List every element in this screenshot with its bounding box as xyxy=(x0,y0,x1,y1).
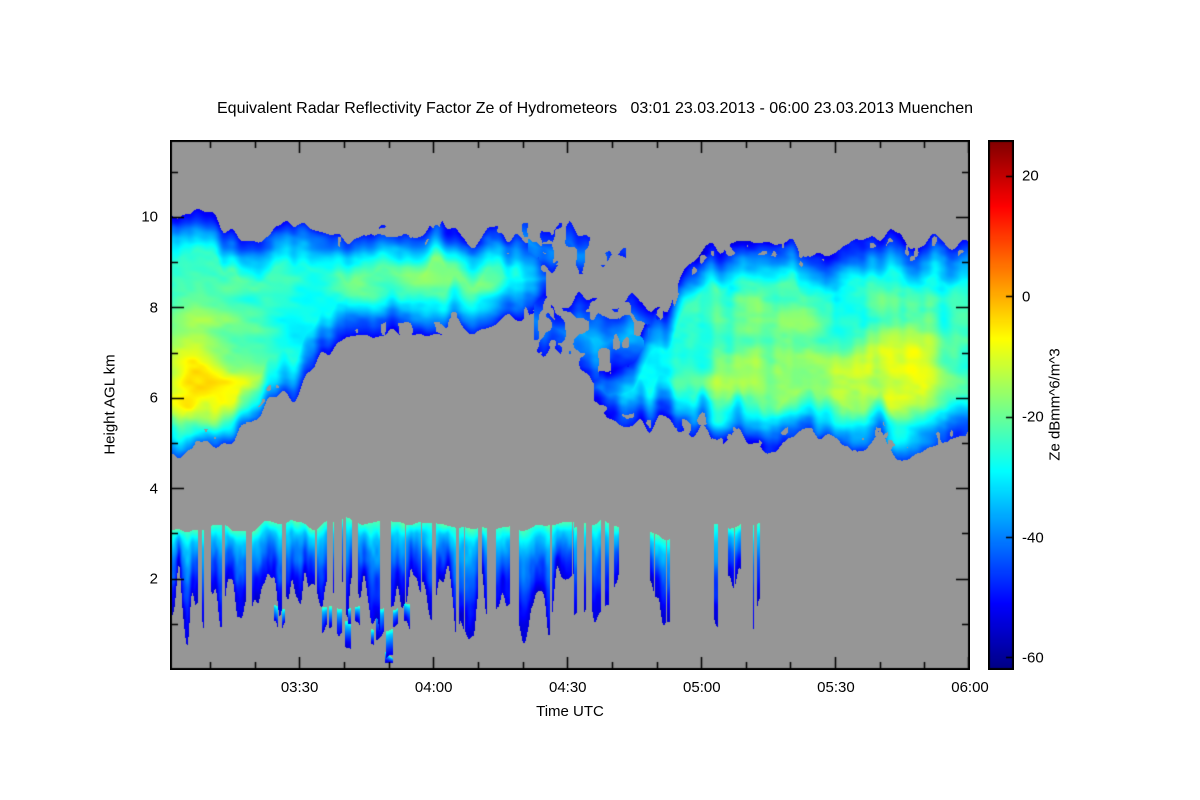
colorbar-tick-label: -20 xyxy=(1022,408,1044,426)
x-tick-label: 06:00 xyxy=(951,679,989,696)
y-tick-label: 10 xyxy=(141,208,158,226)
x-tick-label: 05:30 xyxy=(817,679,855,696)
x-tick-label: 05:00 xyxy=(683,679,721,696)
colorbar-label: Ze dBmm^6/m^3 xyxy=(1046,348,1064,461)
colorbar-tick-label: 20 xyxy=(1022,167,1039,185)
x-tick-label: 03:30 xyxy=(280,679,319,696)
y-tick-label: 2 xyxy=(149,570,158,588)
heatmap-canvas xyxy=(170,140,970,670)
y-axis-label: Height AGL km xyxy=(101,354,119,455)
x-tick-label: 04:30 xyxy=(548,679,587,696)
x-axis-label: Time UTC xyxy=(536,703,604,720)
colorbar-tick-label: -60 xyxy=(1022,649,1044,667)
y-tick-label: 4 xyxy=(149,480,158,498)
chart-title: Equivalent Radar Reflectivity Factor Ze … xyxy=(217,100,973,117)
x-tick-label: 04:00 xyxy=(414,679,453,696)
colorbar-canvas xyxy=(988,140,1014,670)
colorbar-tick-label: 0 xyxy=(1022,288,1031,306)
colorbar-tick-label: -40 xyxy=(1022,529,1044,546)
y-tick-label: 8 xyxy=(149,299,158,317)
y-tick-label: 6 xyxy=(149,389,158,407)
